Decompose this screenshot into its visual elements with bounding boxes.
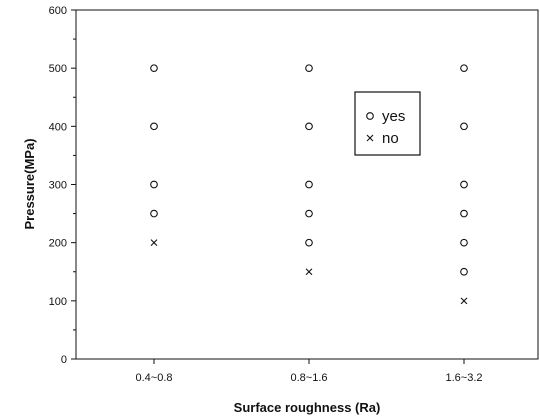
x-axis: 0.4~0.8 0.8~1.6 1.6~3.2 [135,359,483,384]
point-yes [150,122,158,131]
point-yes [305,180,313,189]
x-tick-label: 0.4~0.8 [135,372,172,384]
point-no [460,297,468,305]
point-yes [460,209,468,218]
y-axis-title: Pressure(MPa) [22,138,37,229]
y-tick-label: 500 [49,63,67,75]
y-tick-label: 100 [49,296,67,308]
plot-frame [75,9,539,360]
point-no [150,239,158,247]
y-tick-label: 0 [61,354,67,366]
x-axis-title: Surface roughness (Ra) [234,400,381,415]
point-yes [460,64,468,73]
legend-box [354,91,421,156]
point-yes [460,267,468,276]
y-tick-label: 600 [49,5,67,17]
point-no [305,268,313,276]
x-tick-label: 1.6~3.2 [445,372,482,384]
y-tick-label: 400 [49,121,67,133]
legend-marker-yes [366,112,374,120]
data-points [150,64,468,305]
legend-label-no: no [382,130,399,147]
point-yes [150,64,158,73]
point-yes [305,122,313,131]
legend-marker-no [366,134,374,142]
point-yes [305,238,313,247]
point-yes [460,238,468,247]
y-tick-label: 300 [49,180,67,192]
point-yes [150,209,158,218]
x-tick-label: 0.8~1.6 [290,372,327,384]
y-axis: 0 100 200 300 400 500 600 [49,5,76,366]
y-tick-label: 200 [49,238,67,250]
point-yes [460,122,468,131]
point-yes [305,64,313,73]
point-yes [460,180,468,189]
point-yes [150,180,158,189]
point-yes [305,209,313,218]
legend: yes no [354,91,421,156]
legend-label-yes: yes [382,108,405,125]
